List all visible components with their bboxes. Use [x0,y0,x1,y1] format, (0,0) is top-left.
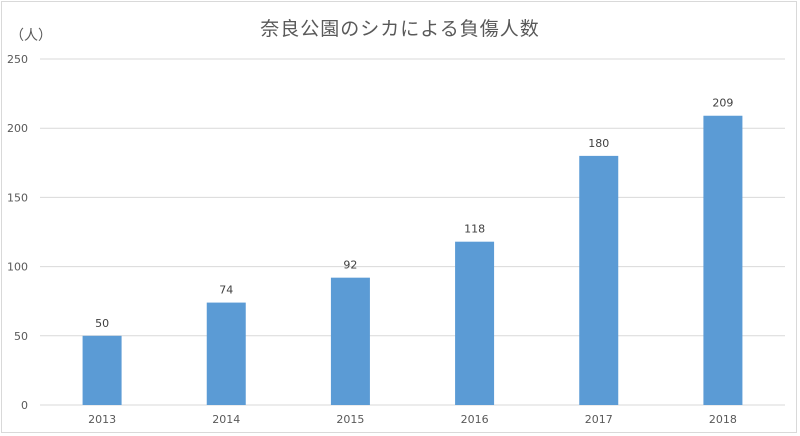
bar [330,277,370,405]
data-label: 209 [712,97,733,110]
y-tick-label: 250 [7,53,28,66]
x-tick-label: 2018 [709,413,737,426]
data-label: 118 [464,223,485,236]
y-tick-label: 150 [7,191,28,204]
data-label: 50 [95,317,109,330]
x-tick-label: 2014 [212,413,240,426]
y-tick-label: 0 [21,399,28,412]
data-label: 180 [588,137,609,150]
data-label: 74 [219,284,233,297]
bar [82,335,122,405]
bar [703,115,743,405]
bar [579,155,619,405]
y-axis-unit-label: （人） [10,28,52,44]
x-tick-label: 2015 [336,413,364,426]
x-tick-label: 2017 [585,413,613,426]
x-tick-label: 2016 [461,413,489,426]
chart-title: 奈良公園のシカによる負傷人数 [260,18,540,40]
bar [206,302,246,405]
bar [455,241,495,405]
y-tick-label: 200 [7,122,28,135]
y-tick-label: 100 [7,261,28,274]
x-tick-label: 2013 [88,413,116,426]
y-tick-label: 50 [14,330,28,343]
data-label: 92 [343,259,357,272]
